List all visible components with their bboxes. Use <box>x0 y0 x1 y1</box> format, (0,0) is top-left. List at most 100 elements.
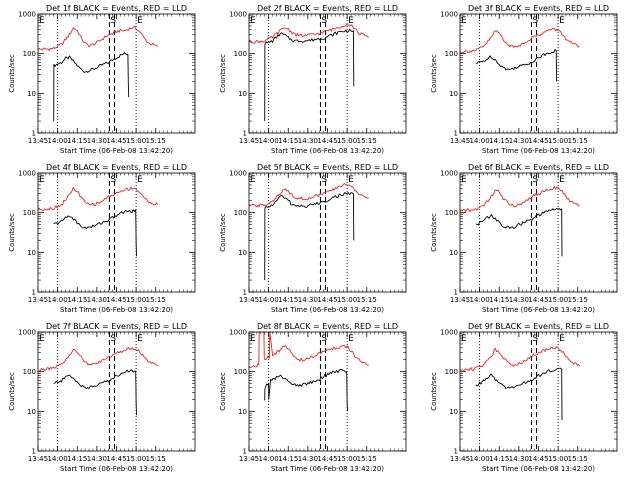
marker-label: E <box>250 334 256 344</box>
series-line-lld <box>248 183 369 208</box>
x-tick-label: 13:45 <box>28 455 48 463</box>
series-line-lld <box>248 23 369 44</box>
y-tick-label: 1 <box>243 130 247 138</box>
plot-frame <box>248 331 407 452</box>
chart-title: Det 9f BLACK = Events, RED = LLD <box>468 322 609 331</box>
x-axis-label: Start Time (06-Feb-08 13:42:20) <box>271 147 384 155</box>
y-axis-label: Counts/sec <box>219 54 227 93</box>
x-axis-label: Start Time (06-Feb-08 13:42:20) <box>482 465 595 473</box>
y-tick-label: 10 <box>449 408 458 416</box>
y-tick-label: 1 <box>32 448 36 456</box>
series-line-events <box>53 369 137 416</box>
chart-panel-9: Det 9f BLACK = Events, RED = LLD Counts/s… <box>430 322 618 473</box>
x-tick-label: 14:00 <box>470 296 490 304</box>
series-line-lld <box>37 347 158 372</box>
chart-panel-2: Det 2f BLACK = Events, RED = LLD Counts/s… <box>219 4 407 155</box>
x-tick-label: 14:45 <box>528 296 548 304</box>
marker-label: E <box>461 334 467 344</box>
x-tick-label: 13:45 <box>28 296 48 304</box>
x-axis-label: Start Time (06-Feb-08 13:42:20) <box>60 147 173 155</box>
x-tick-label: 15:00 <box>548 137 568 145</box>
marker-label: E <box>137 16 143 26</box>
x-tick-label: 14:00 <box>259 296 279 304</box>
x-tick-label: 14:15 <box>67 296 87 304</box>
marker-label: E <box>137 175 143 185</box>
y-tick-label: 100 <box>23 50 36 58</box>
plot-frame <box>248 13 407 134</box>
x-tick-label: 14:15 <box>489 137 509 145</box>
marker-label: S <box>321 16 327 26</box>
x-tick-label: 15:00 <box>337 455 357 463</box>
series-line-lld <box>459 346 581 371</box>
marker-label: E <box>39 16 45 26</box>
y-tick-label: 100 <box>445 50 458 58</box>
y-tick-label: 100 <box>23 368 36 376</box>
x-tick-label: 14:45 <box>528 137 548 145</box>
marker-label: E <box>348 334 354 344</box>
plot-frame <box>37 13 196 134</box>
plot-frame <box>459 172 618 293</box>
chart-panel-1: Det 1f BLACK = Events, RED = LLD Counts/s… <box>8 4 196 155</box>
series-line-events <box>475 207 563 257</box>
chart-panel-6: Det 6f BLACK = Events, RED = LLD Counts/s… <box>430 163 618 314</box>
chart-panel-8: Det 8f BLACK = Events, RED = LLD Counts/s… <box>219 322 407 473</box>
y-axis-label: Counts/sec <box>430 372 438 411</box>
x-axis-label: Start Time (06-Feb-08 13:42:20) <box>482 306 595 314</box>
x-tick-label: 15:15 <box>357 296 377 304</box>
y-tick-label: 100 <box>234 50 247 58</box>
marker-label: S <box>532 16 538 26</box>
y-tick-label: 1 <box>243 289 247 297</box>
chart-panel-5: Det 5f BLACK = Events, RED = LLD Counts/s… <box>219 163 407 314</box>
x-axis-label: Start Time (06-Feb-08 13:42:20) <box>60 465 173 473</box>
chart-title: Det 6f BLACK = Events, RED = LLD <box>468 163 609 172</box>
x-tick-label: 14:15 <box>489 455 509 463</box>
x-tick-label: 13:45 <box>239 455 259 463</box>
marker-label: E <box>559 16 565 26</box>
x-axis-label: Start Time (06-Feb-08 13:42:20) <box>482 147 595 155</box>
chart-title: Det 7f BLACK = Events, RED = LLD <box>46 322 187 331</box>
chart-title: Det 2f BLACK = Events, RED = LLD <box>257 4 398 13</box>
series-line-events <box>53 209 137 257</box>
x-tick-label: 14:15 <box>278 296 298 304</box>
y-tick-label: 1000 <box>18 329 36 337</box>
marker-label: S <box>321 334 327 344</box>
x-tick-label: 14:45 <box>317 455 337 463</box>
y-axis-label: Counts/sec <box>219 372 227 411</box>
x-tick-label: 15:15 <box>357 137 377 145</box>
x-tick-label: 14:45 <box>317 296 337 304</box>
series-line-events <box>264 368 348 412</box>
y-tick-label: 1 <box>243 448 247 456</box>
y-tick-label: 10 <box>27 249 36 257</box>
marker-label: E <box>39 175 45 185</box>
series-line-lld <box>459 27 580 54</box>
x-tick-label: 14:00 <box>470 455 490 463</box>
x-tick-label: 15:00 <box>126 455 146 463</box>
x-tick-label: 14:45 <box>106 455 126 463</box>
chart-title: Det 5f BLACK = Events, RED = LLD <box>257 163 398 172</box>
x-tick-label: 13:45 <box>239 296 259 304</box>
x-tick-label: 15:00 <box>126 137 146 145</box>
x-tick-label: 15:15 <box>568 137 588 145</box>
x-tick-label: 14:30 <box>298 137 318 145</box>
marker-label: E <box>348 175 354 185</box>
x-tick-label: 15:15 <box>357 455 377 463</box>
y-tick-label: 10 <box>27 408 36 416</box>
marker-label: E <box>348 16 354 26</box>
y-tick-label: 100 <box>445 209 458 217</box>
series-line-lld <box>37 186 159 212</box>
x-tick-label: 15:00 <box>337 296 357 304</box>
y-axis-label: Counts/sec <box>430 213 438 252</box>
x-tick-label: 15:15 <box>146 137 166 145</box>
chart-panel-3: Det 3f BLACK = Events, RED = LLD Counts/s… <box>430 4 618 155</box>
chart-title: Det 3f BLACK = Events, RED = LLD <box>468 4 609 13</box>
marker-label: S <box>532 175 538 185</box>
y-axis-label: Counts/sec <box>8 213 16 252</box>
x-axis-label: Start Time (06-Feb-08 13:42:20) <box>60 306 173 314</box>
x-tick-label: 13:45 <box>239 137 259 145</box>
marker-label: S <box>321 175 327 185</box>
y-tick-label: 1000 <box>440 329 458 337</box>
chart-panel-7: Det 7f BLACK = Events, RED = LLD Counts/s… <box>8 322 196 473</box>
x-tick-label: 14:45 <box>106 137 126 145</box>
y-tick-label: 1 <box>454 289 458 297</box>
y-tick-label: 1000 <box>229 329 247 337</box>
